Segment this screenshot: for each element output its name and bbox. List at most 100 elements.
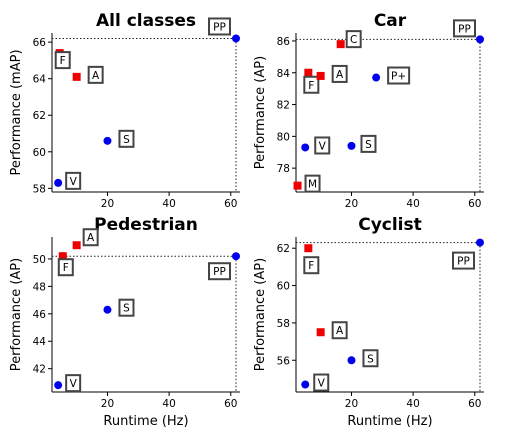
data-point-v — [54, 381, 63, 390]
annotation-box — [303, 256, 320, 275]
annotation-box — [313, 373, 330, 392]
annotation-label: F — [63, 262, 69, 274]
annotation-label: F — [308, 80, 314, 92]
x-axis-label: Runtime (Hz) — [347, 414, 432, 429]
annotation-f: F — [303, 256, 320, 275]
annotation-label: S — [365, 139, 372, 151]
data-point-a — [72, 72, 81, 81]
x-tick-label: 60 — [224, 198, 237, 210]
annotation-s: S — [360, 134, 377, 153]
y-tick-label: 44 — [33, 336, 47, 348]
annotation-f: F — [54, 51, 71, 70]
annotation-label: M — [308, 179, 317, 191]
data-point-pp — [475, 238, 484, 247]
annotation-c: C — [345, 30, 362, 49]
data-point-v — [54, 178, 63, 187]
annotation-label: A — [92, 70, 100, 82]
annotation-box — [314, 136, 331, 155]
panel-title: Pedestrian — [94, 215, 198, 235]
annotation-pp: PP — [452, 19, 476, 38]
panel-cyclist: Cyclist 20 40 60 56 58 60 62 Performance (AP) Run… — [253, 215, 484, 429]
y-tick-label: 48 — [33, 281, 46, 293]
annotation-box — [118, 298, 135, 317]
annotation-label: PP — [458, 23, 471, 35]
annotation-a: A — [82, 228, 99, 247]
y-tick-label: 62 — [33, 110, 46, 122]
data-point-s — [103, 305, 112, 314]
annotation-a: A — [87, 65, 104, 84]
annotation-label: A — [336, 325, 344, 337]
panel-title: All classes — [96, 11, 196, 31]
annotation-box — [331, 64, 348, 83]
annotation-s: S — [118, 298, 135, 317]
annotation-box — [303, 75, 320, 94]
annotation-box — [345, 30, 362, 49]
x-tick-label: 40 — [406, 398, 419, 410]
annotation-box — [362, 349, 379, 368]
data-point-f — [304, 244, 313, 253]
y-axis-label: Performance (AP) — [253, 56, 268, 169]
data-point-f — [304, 68, 313, 77]
data-point-c — [336, 40, 345, 49]
annotation-label: A — [336, 69, 344, 81]
annotation-label: S — [123, 303, 130, 315]
annotation-a: A — [331, 64, 348, 83]
data-point-s — [103, 136, 112, 145]
data-point-s — [347, 356, 356, 365]
annotation-label: P+ — [391, 71, 406, 83]
annotation-label: F — [308, 260, 314, 272]
annotation-box — [87, 65, 104, 84]
panel-car: Car 20 40 60 78 80 82 84 86 Performance (AP) PP C F A… — [253, 11, 484, 210]
panel-title: Car — [374, 11, 407, 31]
annotation-label: C — [350, 34, 357, 46]
panel-pedestrian: Pedestrian 20 40 60 42 44 46 48 50 Performance (A… — [9, 215, 240, 429]
annotation-box — [331, 321, 348, 340]
annotation-box — [451, 251, 475, 270]
y-axis-label: Performance (AP) — [9, 258, 24, 371]
data-point-pp — [231, 34, 240, 43]
y-tick-label: 66 — [33, 37, 47, 49]
y-tick-label: 58 — [277, 318, 290, 330]
y-tick-label: 60 — [33, 147, 46, 159]
y-tick-label: 42 — [33, 364, 46, 376]
annotation-box — [387, 66, 411, 85]
panel-title: Cyclist — [358, 215, 422, 235]
annotation-s: S — [118, 129, 135, 148]
annotation-label: S — [123, 134, 130, 146]
data-point-a — [72, 241, 81, 250]
annotation-label: V — [318, 378, 326, 390]
y-tick-label: 64 — [33, 74, 47, 86]
annotation-pplus: P+ — [387, 66, 411, 85]
y-tick-label: 80 — [277, 131, 290, 143]
annotation-pp: PP — [207, 262, 231, 281]
x-tick-label: 20 — [101, 198, 114, 210]
x-tick-label: 60 — [468, 398, 481, 410]
x-tick-label: 60 — [224, 398, 237, 410]
panel-all-classes: All classes 20 40 60 58 60 62 64 66 Performance (… — [9, 11, 240, 210]
annotation-box — [57, 258, 74, 277]
annotation-pp: PP — [451, 251, 475, 270]
annotation-pp: PP — [207, 17, 231, 36]
x-tick-label: 40 — [162, 398, 175, 410]
annotation-box — [54, 51, 71, 70]
annotation-label: V — [70, 378, 78, 390]
annotation-f: F — [303, 75, 320, 94]
x-tick-label: 20 — [345, 398, 358, 410]
data-point-pp — [475, 35, 484, 44]
annotation-box — [118, 129, 135, 148]
data-point-pplus — [372, 73, 381, 82]
annotation-v: V — [313, 373, 330, 392]
annotation-box — [65, 374, 82, 393]
annotation-v: V — [65, 374, 82, 393]
data-point-v — [301, 143, 310, 152]
data-point-f — [58, 252, 67, 261]
data-point-a — [316, 328, 325, 337]
y-axis-label: Performance (AP) — [253, 258, 268, 371]
annotation-label: S — [367, 353, 374, 365]
annotation-v: V — [314, 136, 331, 155]
annotation-label: PP — [457, 256, 470, 268]
annotation-box — [452, 19, 476, 38]
y-tick-label: 62 — [277, 243, 290, 255]
annotation-m: M — [304, 174, 321, 193]
